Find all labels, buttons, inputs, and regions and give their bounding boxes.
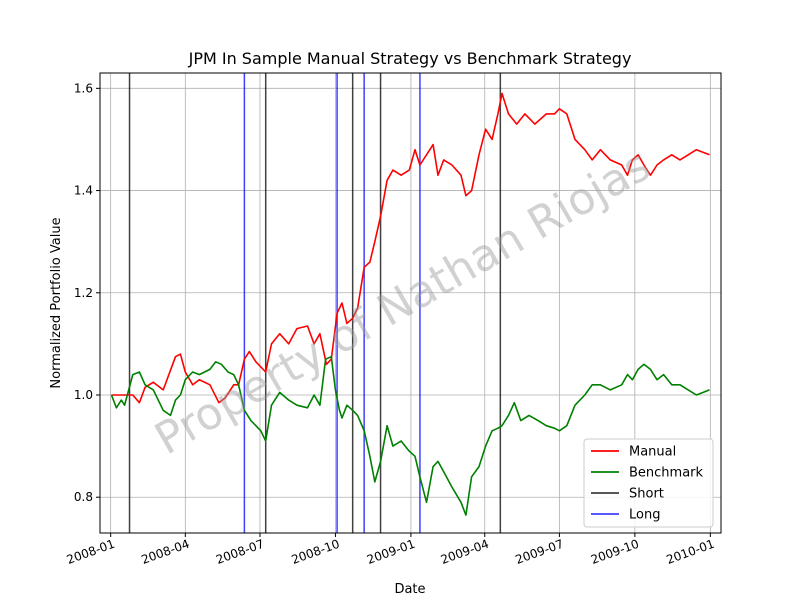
series-lines [110, 92, 710, 516]
y-axis-label: Normalized Portfolio Value [49, 217, 64, 388]
y-tick-label: 1.4 [74, 184, 93, 198]
signal-lines [128, 73, 502, 533]
series-benchmark-line [110, 355, 710, 516]
y-axis-ticks: 0.8 1.0 1.2 1.4 1.6 [74, 81, 100, 504]
x-axis-label: Date [394, 582, 425, 597]
y-tick-label: 1.2 [74, 286, 93, 300]
legend-label-manual: Manual [629, 445, 676, 460]
y-tick-label: 1.0 [74, 388, 93, 402]
legend-label-short: Short [629, 487, 664, 502]
legend: Manual Benchmark Short Long [583, 438, 714, 528]
y-tick-label: 0.8 [74, 490, 93, 504]
y-tick-label: 1.6 [74, 81, 93, 95]
legend-label-benchmark: Benchmark [629, 466, 704, 481]
series-manual-line [111, 92, 710, 404]
legend-label-long: Long [629, 508, 660, 523]
chart-title: JPM In Sample Manual Strategy vs Benchma… [188, 49, 632, 68]
legend-box [583, 438, 714, 528]
